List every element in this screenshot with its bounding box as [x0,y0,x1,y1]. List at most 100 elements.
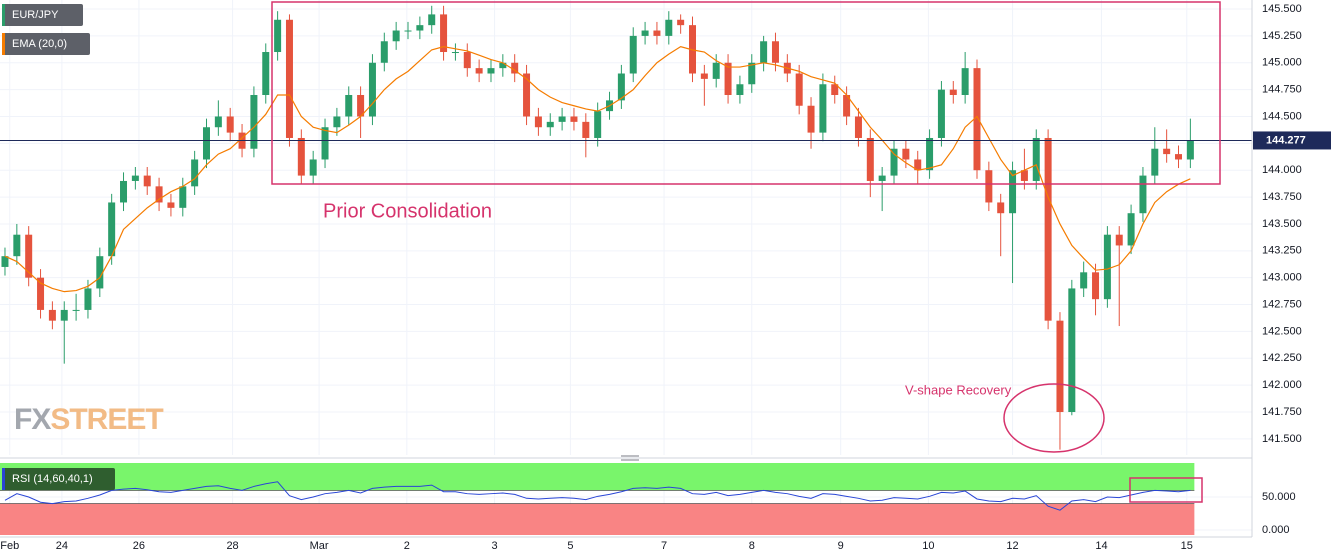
candle-body [546,121,554,128]
candle-body [736,84,744,95]
candle-body [1186,140,1194,160]
candle-body [1044,137,1052,321]
ema-line [4,45,1191,293]
grid [0,0,1252,535]
candle-body [108,202,116,257]
candle-body [368,62,376,117]
candle-body [712,62,720,79]
candle-body [475,68,483,74]
candle-body [416,25,424,31]
candle-body [345,94,353,117]
last-price-label: 144.277 [1266,134,1306,146]
candle-body [558,116,566,122]
candle-body [321,127,329,160]
candle-body [890,148,898,176]
x-tick-label: 14 [1095,540,1107,552]
legend-label: EUR/JPY [12,9,59,21]
candle-body [25,234,33,278]
candle-body [309,159,317,176]
x-tick-label: 28 [226,540,238,552]
candle-body [1115,234,1123,246]
y-tick-label: 145.000 [1262,57,1302,69]
last-price-tag [1253,131,1331,150]
candle-body [1056,320,1064,413]
candle-body [902,148,910,160]
candle-body [72,309,80,311]
candle-body [1032,137,1040,181]
legend-box[interactable] [2,33,90,55]
candle-body [250,94,258,149]
candle-body [985,170,993,203]
candle-body [617,73,625,101]
candle-body [1139,175,1147,214]
candle-body [594,111,602,138]
candle-body [677,19,685,26]
candle-body [760,41,768,63]
candle-body [451,52,459,54]
lower-band [0,503,1195,535]
rsi-highlight-box [1129,477,1203,503]
candle-body [641,30,649,36]
candle-body [629,35,637,74]
watermark-part: STREET [50,403,163,436]
x-tick-label: 12 [1006,540,1018,552]
candle-body [771,41,779,63]
candle-body [1,256,9,267]
candle-body [795,73,803,106]
legend-swatch [2,4,5,26]
y-tick-label: 141.750 [1262,406,1302,418]
candle-body [949,89,957,95]
candle-body [1020,170,1028,181]
legend-box[interactable] [2,4,83,26]
y-tick-label: 143.250 [1262,245,1302,257]
candle-body [463,52,471,69]
candle-body [511,62,519,74]
annotation: Prior Consolidation [323,200,492,222]
x-tick-label: 15 [1181,540,1193,552]
y-tick-label: 143.500 [1262,218,1302,230]
watermark-part: FX [14,403,51,436]
candle-body [997,202,1005,214]
candle-body [1127,213,1135,246]
candle-body [143,175,151,187]
legend-box[interactable] [2,468,115,490]
candle-body [297,137,305,176]
candle-body [843,94,851,117]
recovery-circle [1003,383,1105,453]
candle-body [392,30,400,42]
candle-body [926,137,934,171]
y-tick-label: 144.750 [1262,84,1302,96]
legend-swatch [2,33,5,55]
candle-body [665,19,673,36]
candle-body [48,309,56,321]
y-tick-label: 144.000 [1262,164,1302,176]
candle-body [961,68,969,95]
candle-body [84,288,92,310]
candle-body [428,14,436,26]
rsi-line [4,481,1191,511]
candle-body [131,175,139,181]
candle-body [226,116,234,133]
candle-body [167,202,175,208]
y-tick-label: 145.250 [1262,30,1302,42]
annotation: V-shape Recovery [905,382,1012,397]
y-tick-label: 142.500 [1262,325,1302,337]
rsi-bands [0,463,1195,535]
candle-body [380,41,388,63]
y-tick-label: 50.000 [1262,491,1296,503]
y-tick-label: 142.750 [1262,298,1302,310]
candle-body [1009,170,1017,214]
x-tick-label: 7 [661,540,667,552]
candle-body [1151,148,1159,176]
x-tick-label: 24 [56,540,68,552]
candle-body [191,159,199,187]
watermark: FXSTREET [14,403,163,436]
candle-body [120,180,128,203]
candle-body [13,234,21,257]
legend-label: RSI (14,60,40,1) [12,473,93,485]
marks [0,5,1252,511]
candle-body [653,30,661,36]
y-tick-label: 143.750 [1262,191,1302,203]
candle-body [534,116,542,128]
x-tick-label: 26 [133,540,145,552]
